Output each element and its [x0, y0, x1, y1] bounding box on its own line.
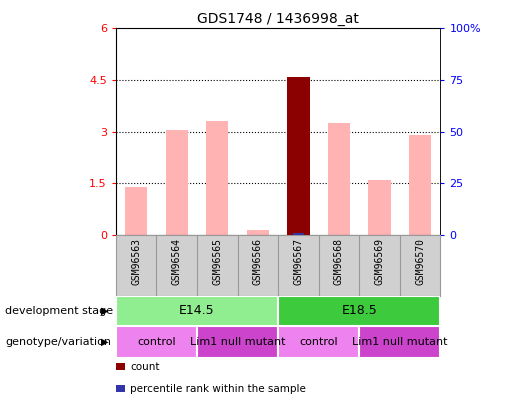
Text: E18.5: E18.5 [341, 304, 377, 318]
Text: Lim1 null mutant: Lim1 null mutant [352, 337, 448, 347]
Title: GDS1748 / 1436998_at: GDS1748 / 1436998_at [197, 12, 359, 26]
Text: GSM96564: GSM96564 [171, 238, 182, 285]
Bar [287, 77, 310, 235]
Bar [278, 326, 359, 358]
Bar [409, 135, 431, 235]
Text: percentile rank within the sample: percentile rank within the sample [130, 384, 306, 394]
Text: count: count [130, 362, 160, 371]
Text: development stage: development stage [5, 306, 113, 316]
Text: GSM96567: GSM96567 [294, 238, 303, 285]
Text: ▶: ▶ [100, 337, 108, 347]
Bar [328, 123, 350, 235]
Text: GSM96570: GSM96570 [415, 238, 425, 285]
Text: genotype/variation: genotype/variation [5, 337, 111, 347]
Text: GSM96565: GSM96565 [212, 238, 222, 285]
Text: GSM96566: GSM96566 [253, 238, 263, 285]
Bar [206, 122, 229, 235]
Text: Lim1 null mutant: Lim1 null mutant [190, 337, 285, 347]
Text: E14.5: E14.5 [179, 304, 215, 318]
Bar [278, 296, 440, 326]
Text: GSM96568: GSM96568 [334, 238, 344, 285]
Bar [247, 230, 269, 235]
Text: control: control [137, 337, 176, 347]
Bar [116, 296, 278, 326]
Bar [359, 326, 440, 358]
Bar [368, 180, 391, 235]
Bar [293, 233, 304, 235]
Bar [125, 187, 147, 235]
Text: ▶: ▶ [100, 306, 108, 316]
Bar [116, 326, 197, 358]
Text: GSM96569: GSM96569 [374, 238, 385, 285]
Text: GSM96563: GSM96563 [131, 238, 141, 285]
Bar [197, 326, 278, 358]
Text: control: control [299, 337, 338, 347]
Bar [165, 130, 188, 235]
